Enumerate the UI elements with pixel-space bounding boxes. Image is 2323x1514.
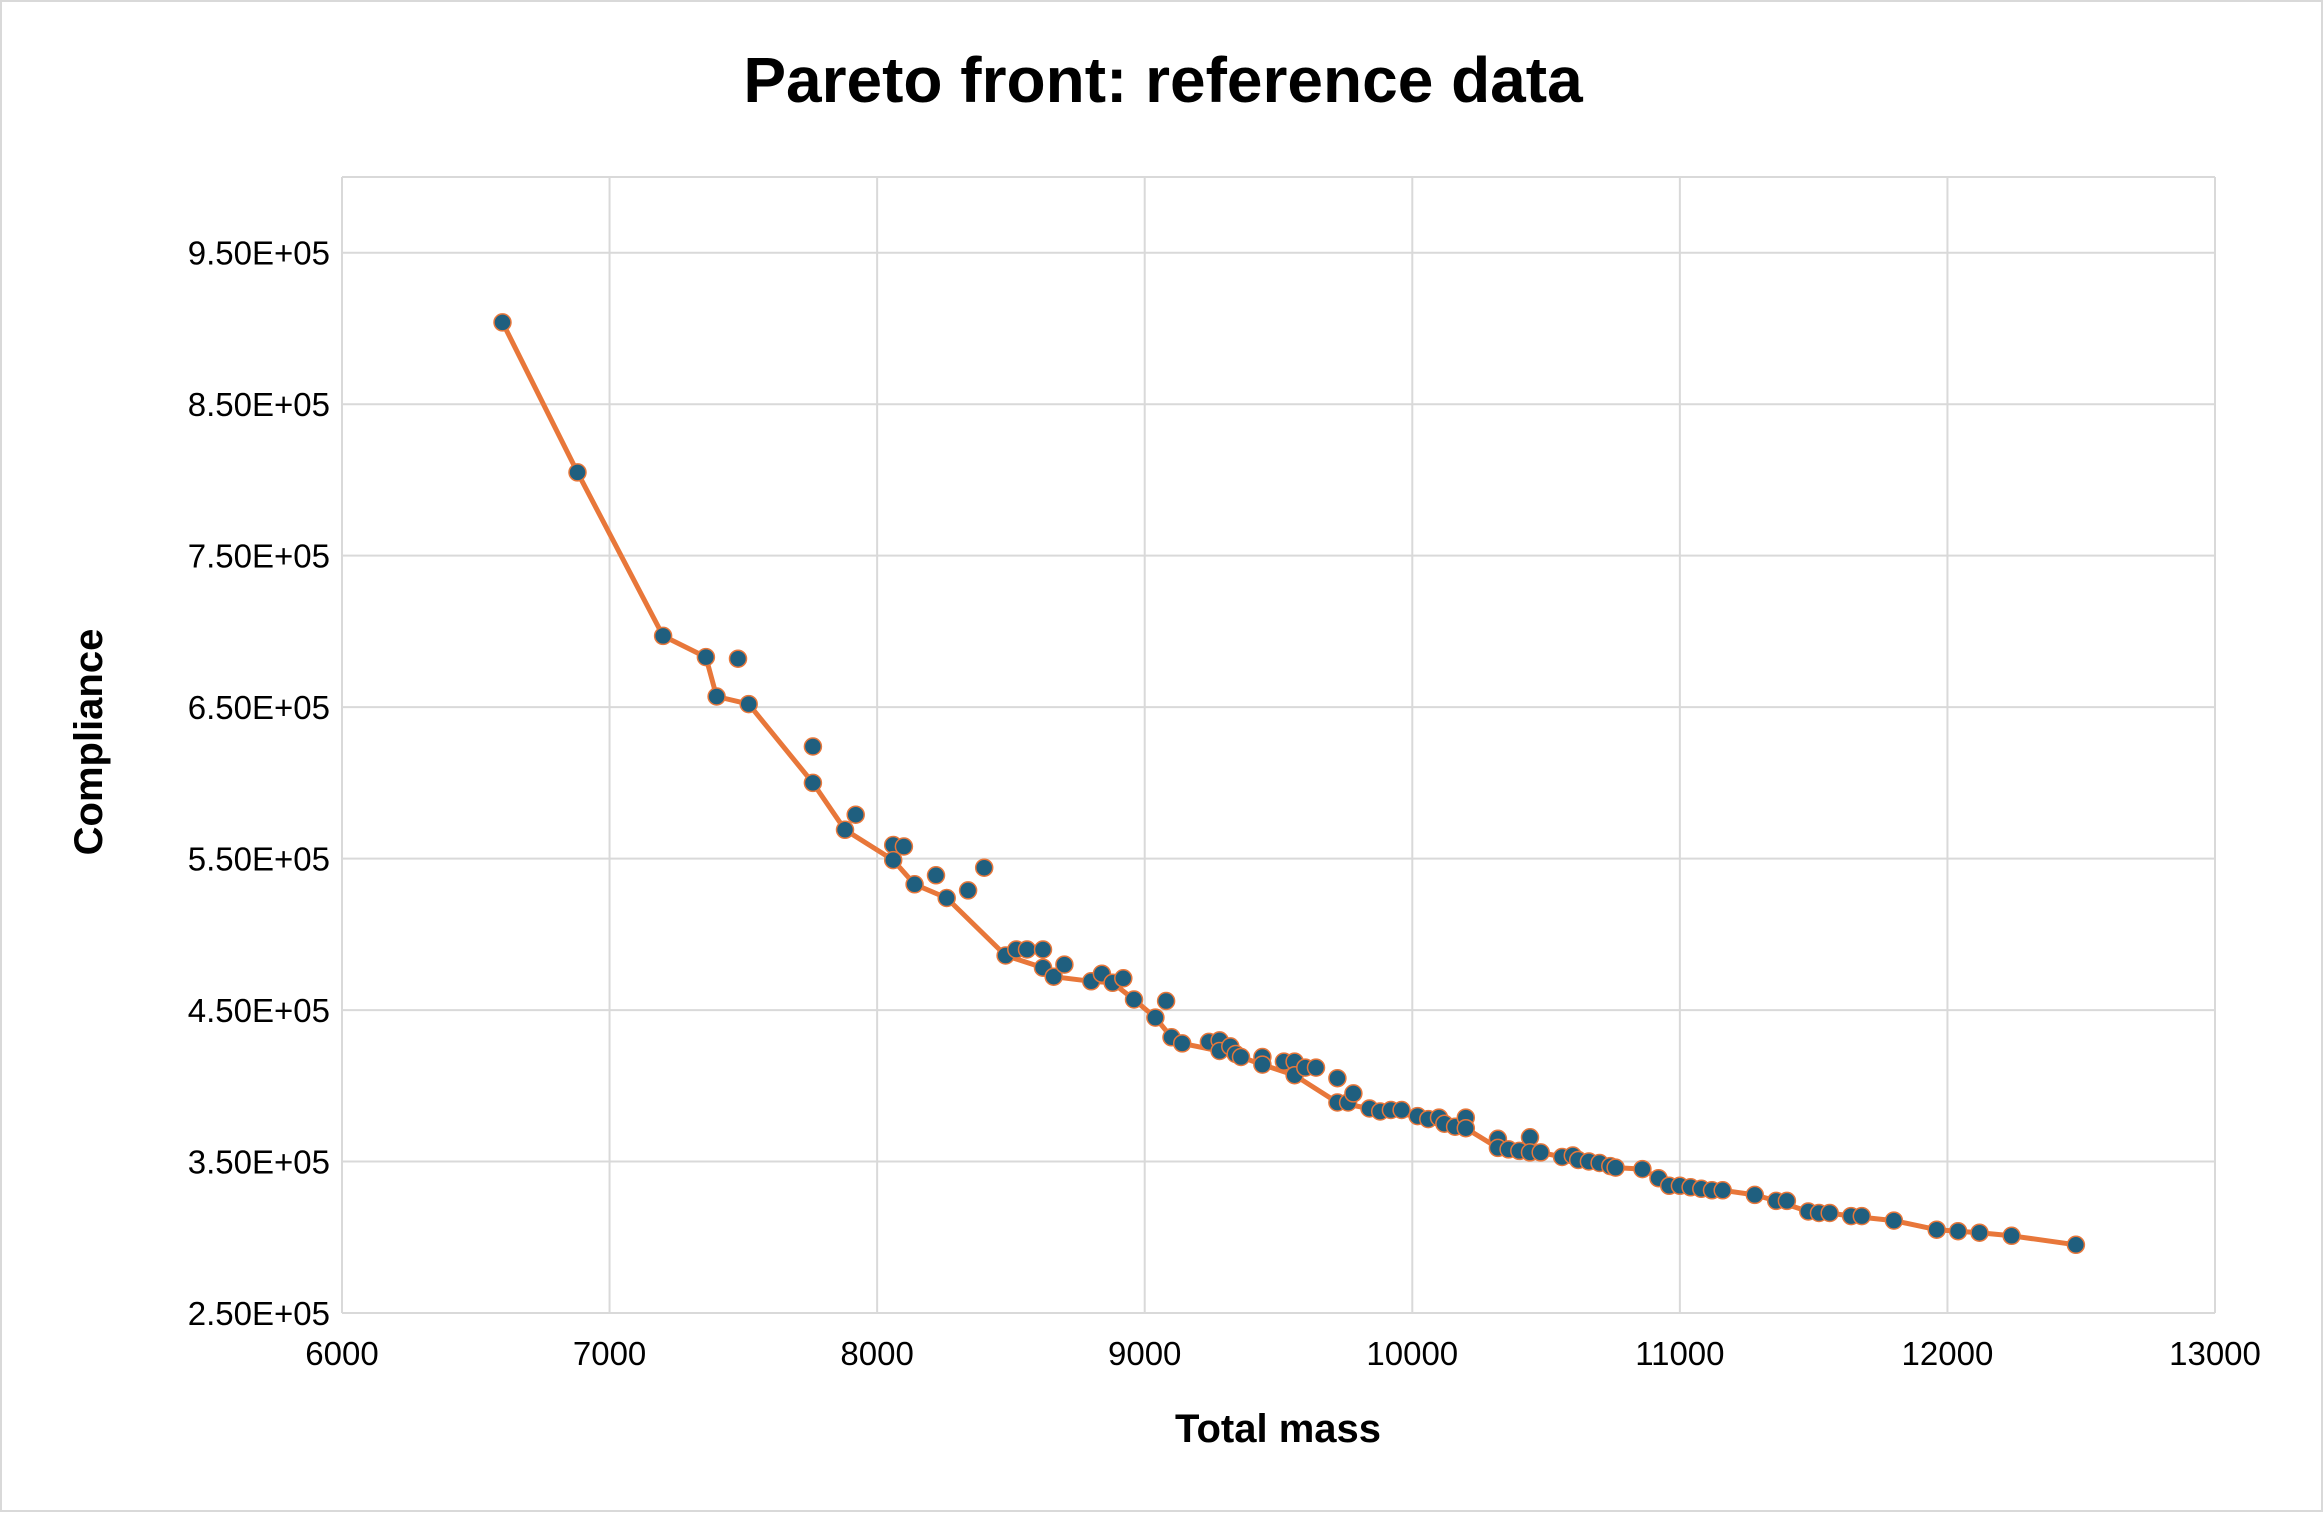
data-point [1156, 991, 1176, 1011]
data-point [974, 858, 994, 877]
data-point [1927, 1220, 1946, 1239]
x-tick-label: 12000 [1902, 1335, 1994, 1372]
data-point [937, 888, 956, 908]
x-tick-label: 9000 [1108, 1335, 1181, 1372]
data-point [894, 837, 914, 856]
chart-title: Pareto front: reference data [743, 44, 1583, 116]
data-point [1884, 1211, 1904, 1230]
y-tick-label: 3.50E+05 [188, 1144, 330, 1181]
data-point [846, 805, 865, 824]
data-point [1970, 1223, 1989, 1242]
x-tick-label: 11000 [1635, 1335, 1724, 1372]
data-point [1033, 940, 1053, 959]
data-point [568, 463, 587, 482]
y-tick-label: 4.50E+05 [188, 992, 330, 1029]
data-points-group [493, 313, 2086, 1255]
data-point [1777, 1191, 1797, 1211]
data-point [493, 313, 512, 332]
data-point [1820, 1203, 1839, 1223]
data-point [1114, 969, 1133, 988]
data-point [1055, 955, 1074, 974]
y-axis-title: Compliance [67, 629, 111, 856]
data-point [883, 850, 903, 870]
y-axis: 2.50E+05 3.50E+05 4.50E+05 5.50E+05 6.50E+05… [188, 235, 330, 1332]
data-point [1017, 940, 1037, 959]
data-point [1713, 1181, 1732, 1200]
data-point [1633, 1159, 1652, 1179]
y-tick-label: 2.50E+05 [188, 1295, 330, 1332]
data-point [1606, 1158, 1625, 1177]
y-tick-label: 7.50E+05 [188, 538, 330, 575]
x-tick-label: 13000 [2169, 1335, 2261, 1372]
data-point [1306, 1058, 1326, 1077]
data-point [835, 820, 855, 840]
data-point [1044, 967, 1063, 986]
data-point [653, 626, 673, 646]
data-point [1124, 990, 1144, 1009]
y-tick-label: 9.50E+05 [188, 235, 330, 272]
data-point [728, 649, 748, 668]
data-point [803, 737, 823, 756]
data-point [1344, 1084, 1363, 1103]
data-point [696, 647, 716, 667]
data-point [1253, 1055, 1272, 1074]
x-axis: 6000 7000 8000 9000 10000 11000 12000 13000 [305, 1335, 2261, 1372]
data-point [1392, 1100, 1411, 1120]
data-point [1948, 1221, 1968, 1241]
x-tick-label: 7000 [573, 1335, 646, 1372]
data-point [2066, 1235, 2086, 1255]
data-point [2002, 1226, 2021, 1246]
pareto-front-line-group [500, 319, 2079, 1248]
y-tick-label: 8.50E+05 [188, 386, 330, 423]
data-point [905, 875, 924, 894]
x-tick-label: 10000 [1366, 1335, 1458, 1372]
data-point [1146, 1008, 1165, 1027]
data-point [1531, 1143, 1550, 1162]
data-point [1231, 1047, 1251, 1067]
data-point [739, 694, 758, 714]
x-tick-label: 6000 [305, 1335, 378, 1372]
data-point [958, 881, 978, 900]
pareto-front-line [500, 319, 2079, 1248]
x-tick-label: 8000 [840, 1335, 913, 1372]
grid-lines [341, 176, 2216, 1314]
y-tick-label: 6.50E+05 [188, 689, 330, 726]
data-point [1328, 1068, 1347, 1088]
x-axis-title: Total mass [1175, 1407, 1381, 1451]
data-point [803, 773, 823, 793]
data-point [707, 687, 726, 706]
data-point [1852, 1206, 1872, 1226]
data-point [1456, 1118, 1476, 1138]
data-point [926, 866, 946, 885]
data-point [1745, 1185, 1765, 1205]
data-point [1172, 1034, 1192, 1053]
y-tick-label: 5.50E+05 [188, 841, 330, 878]
